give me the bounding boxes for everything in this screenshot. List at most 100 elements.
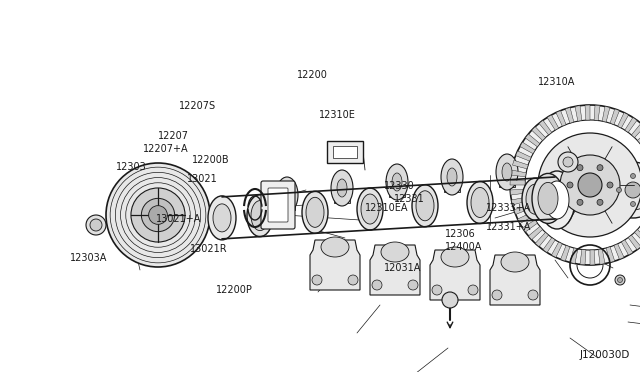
Text: 12031A: 12031A <box>384 263 421 273</box>
Ellipse shape <box>502 163 512 181</box>
Circle shape <box>616 187 621 192</box>
Polygon shape <box>444 184 460 192</box>
Polygon shape <box>556 110 566 126</box>
Ellipse shape <box>331 170 353 206</box>
Ellipse shape <box>306 197 324 227</box>
Text: 12331: 12331 <box>394 194 424 204</box>
Circle shape <box>408 280 418 290</box>
Text: 12200P: 12200P <box>216 285 253 295</box>
Circle shape <box>86 215 106 235</box>
Ellipse shape <box>526 184 544 214</box>
Text: 13021R: 13021R <box>189 244 227 254</box>
Polygon shape <box>532 127 545 141</box>
FancyBboxPatch shape <box>333 146 357 158</box>
Circle shape <box>578 173 602 197</box>
Ellipse shape <box>392 173 402 191</box>
Circle shape <box>577 199 583 205</box>
Polygon shape <box>625 118 637 132</box>
Polygon shape <box>529 227 543 240</box>
Ellipse shape <box>416 191 434 221</box>
Text: J120030D: J120030D <box>580 350 630 360</box>
Circle shape <box>131 188 185 242</box>
Ellipse shape <box>251 201 269 231</box>
Polygon shape <box>490 255 540 305</box>
Circle shape <box>625 182 640 198</box>
Text: 13021+A: 13021+A <box>156 215 202 224</box>
Ellipse shape <box>447 168 457 186</box>
Ellipse shape <box>208 196 236 240</box>
Circle shape <box>563 157 573 167</box>
Polygon shape <box>543 238 555 253</box>
Ellipse shape <box>357 188 383 230</box>
FancyBboxPatch shape <box>268 188 288 222</box>
Circle shape <box>372 280 382 290</box>
Polygon shape <box>513 160 528 169</box>
Ellipse shape <box>471 187 489 218</box>
Circle shape <box>148 206 168 224</box>
Text: 12207+A: 12207+A <box>143 144 189 154</box>
Polygon shape <box>310 240 360 290</box>
Circle shape <box>605 162 640 218</box>
Polygon shape <box>516 151 531 161</box>
Text: 12310E: 12310E <box>319 110 356 120</box>
Text: 12200B: 12200B <box>191 155 229 165</box>
Polygon shape <box>520 142 535 154</box>
Polygon shape <box>632 124 640 138</box>
Circle shape <box>492 290 502 300</box>
Circle shape <box>106 163 210 267</box>
Ellipse shape <box>441 159 463 195</box>
Ellipse shape <box>321 237 349 257</box>
Circle shape <box>510 105 640 265</box>
Ellipse shape <box>276 177 298 213</box>
Ellipse shape <box>441 247 469 267</box>
Ellipse shape <box>282 186 292 204</box>
Ellipse shape <box>337 179 347 197</box>
Circle shape <box>630 202 636 206</box>
Circle shape <box>630 173 636 179</box>
Circle shape <box>312 275 322 285</box>
Ellipse shape <box>302 191 328 233</box>
Circle shape <box>538 133 640 237</box>
Ellipse shape <box>467 182 493 224</box>
Text: 12303: 12303 <box>116 163 147 172</box>
Polygon shape <box>535 232 548 247</box>
Polygon shape <box>561 246 570 261</box>
Polygon shape <box>510 189 525 195</box>
Ellipse shape <box>522 178 548 220</box>
Polygon shape <box>430 250 480 300</box>
Polygon shape <box>389 187 405 197</box>
Polygon shape <box>610 109 620 125</box>
Ellipse shape <box>538 182 558 214</box>
Ellipse shape <box>412 185 438 227</box>
Polygon shape <box>575 106 582 121</box>
Circle shape <box>558 152 578 172</box>
Circle shape <box>613 170 640 210</box>
Polygon shape <box>522 220 538 232</box>
Polygon shape <box>634 230 640 243</box>
Ellipse shape <box>496 154 518 190</box>
Polygon shape <box>370 245 420 295</box>
Text: 12303A: 12303A <box>70 253 107 263</box>
Polygon shape <box>580 250 586 265</box>
Text: 12200: 12200 <box>297 70 328 80</box>
Text: 12333+A: 12333+A <box>486 203 532 213</box>
Polygon shape <box>628 235 640 250</box>
Text: 12331+A: 12331+A <box>486 222 532 232</box>
Circle shape <box>577 165 583 171</box>
Polygon shape <box>590 250 595 265</box>
Polygon shape <box>614 244 624 259</box>
Polygon shape <box>499 181 515 187</box>
Polygon shape <box>511 197 527 205</box>
Ellipse shape <box>361 194 379 224</box>
Text: 12310A: 12310A <box>538 77 575 87</box>
Circle shape <box>560 155 620 215</box>
Polygon shape <box>565 108 574 123</box>
Polygon shape <box>602 106 610 122</box>
Circle shape <box>90 219 102 231</box>
Circle shape <box>567 182 573 188</box>
Circle shape <box>432 285 442 295</box>
Circle shape <box>525 120 640 250</box>
Polygon shape <box>598 249 605 264</box>
Polygon shape <box>518 213 533 224</box>
Polygon shape <box>514 205 529 214</box>
